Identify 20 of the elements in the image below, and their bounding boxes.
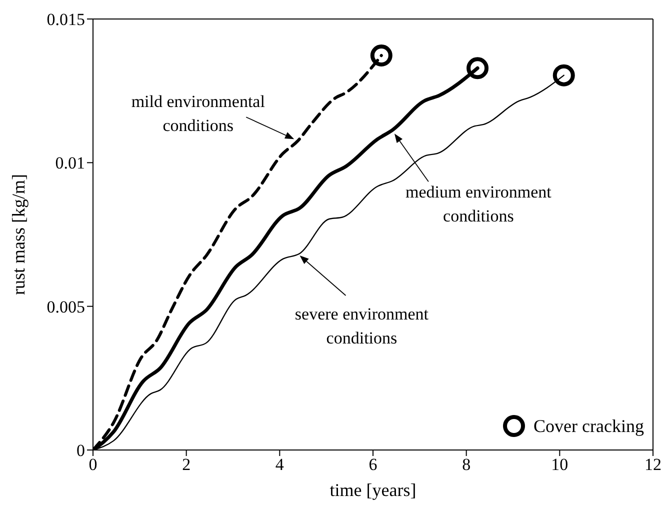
- y-tick-label: 0.01: [55, 154, 85, 173]
- annotation: mild environmental conditions: [131, 92, 266, 136]
- x-tick-label: 0: [88, 455, 98, 474]
- annotation: severe environment conditions: [294, 304, 429, 348]
- x-tick-label: 8: [462, 455, 471, 474]
- x-tick-label: 10: [551, 455, 568, 474]
- y-tick-label: 0.005: [46, 297, 85, 316]
- y-tick-label: 0: [76, 441, 85, 460]
- annotation: medium environment conditions: [406, 182, 552, 226]
- point: [466, 57, 489, 80]
- x-tick-label: 6: [368, 455, 378, 474]
- y-tick-label: 0.015: [46, 10, 85, 30]
- x-tick-label: 4: [275, 455, 284, 474]
- x-tick-label: 12: [644, 455, 662, 474]
- x-axis-title: time [years]: [330, 480, 416, 500]
- legend-label: Cover cracking: [534, 416, 644, 436]
- point: [552, 64, 575, 86]
- x-tick-label: 2: [182, 455, 191, 474]
- y-axis-title: rust mass [kg/m]: [8, 174, 28, 295]
- point: [370, 44, 392, 66]
